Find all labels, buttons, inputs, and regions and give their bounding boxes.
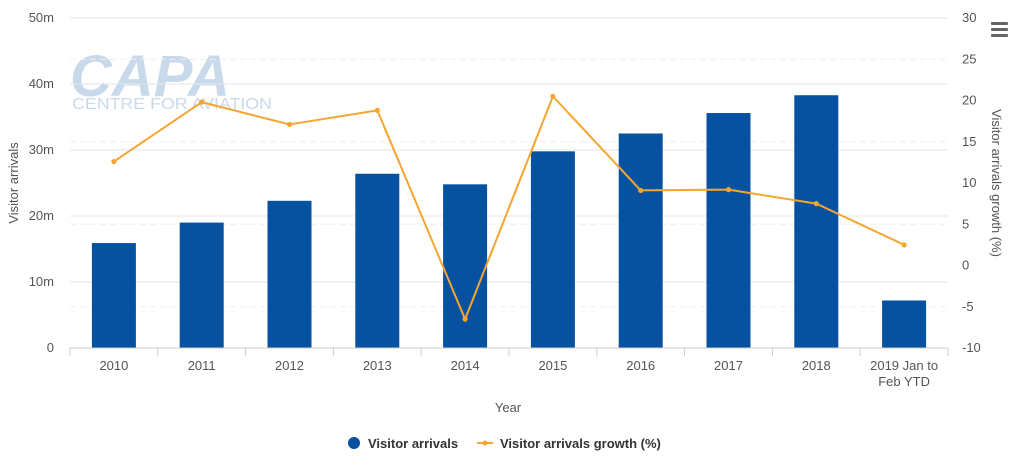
line-point (199, 99, 205, 105)
y2-tick-label: 15 (962, 134, 976, 149)
right-y-axis: -10 -5 0 5 10 15 20 25 30 (962, 10, 981, 355)
y2-tick-label: 25 (962, 51, 976, 66)
bar-series (91, 95, 927, 348)
y2-tick-label: 30 (962, 10, 976, 25)
bar (355, 173, 400, 348)
line-point (550, 93, 556, 99)
y-tick-label: 40m (29, 76, 54, 91)
x-tick-label: 2012 (275, 358, 304, 373)
bar (443, 184, 488, 348)
x-tick-label: 2018 (802, 358, 831, 373)
line-point (725, 187, 732, 193)
watermark-logo: CAPA (70, 44, 230, 109)
y2-tick-label: 20 (962, 93, 976, 108)
legend: Visitor arrivals Visitor arrivals growth… (348, 436, 661, 451)
bar (267, 200, 312, 348)
capa-watermark: CAPA CENTRE FOR AVIATION (70, 44, 272, 113)
chart-menu-button[interactable] (986, 16, 1012, 38)
bar (530, 151, 575, 348)
line-point (813, 201, 819, 207)
line-point (374, 107, 380, 113)
line-point (286, 121, 293, 128)
growth-line (113, 95, 905, 321)
x-axis-title: Year (495, 400, 522, 415)
line-point (111, 158, 117, 165)
y-tick-label: 50m (29, 10, 54, 25)
left-y-axis: 0 10m 20m 30m 40m 50m (29, 10, 54, 355)
legend-label-visitor-arrivals: Visitor arrivals (368, 436, 458, 451)
y2-axis-title: Visitor arrivals growth (%) (989, 109, 1004, 257)
x-axis: 2010 2011 2012 2013 2014 2015 2016 2017 2018 2019… (69, 347, 949, 389)
bar (179, 222, 224, 348)
y-tick-label: 20m (29, 208, 54, 223)
legend-item-visitor-arrivals[interactable]: Visitor arrivals (348, 436, 458, 451)
line-series (111, 93, 907, 322)
y2-tick-label: 0 (962, 258, 969, 273)
line-point (462, 316, 468, 322)
hamburger-menu-icon (991, 22, 1008, 37)
x-tick-label: 2019 Jan to Feb YTD (870, 358, 938, 389)
y2-tick-label: 5 (962, 216, 969, 231)
y2-tick-label: -10 (962, 340, 981, 355)
legend-bar-swatch (348, 437, 360, 449)
x-tick-label: 2011 (188, 358, 216, 373)
x-tick-label: 2014 (451, 358, 480, 373)
y-tick-label: 10m (29, 274, 54, 289)
legend-label-visitor-arrivals-growth: Visitor arrivals growth (%) (500, 436, 661, 451)
line-point (638, 187, 644, 194)
x-tick-label: 2013 (363, 358, 392, 373)
legend-item-visitor-arrivals-growth[interactable]: Visitor arrivals growth (%) (477, 436, 661, 451)
watermark-tagline: CENTRE FOR AVIATION (72, 96, 272, 113)
y2-tick-label: -5 (962, 299, 974, 314)
legend-line-marker (482, 440, 488, 446)
x-tick-label: 2017 (714, 358, 743, 373)
y2-tick-label: 10 (962, 175, 976, 190)
x-tick-label: 2010 (99, 358, 128, 373)
y-axis-title: Visitor arrivals (6, 142, 21, 224)
bar (882, 300, 927, 348)
bar (618, 133, 663, 348)
line-point (901, 242, 907, 248)
bar (706, 113, 751, 348)
bar (794, 95, 839, 348)
x-tick-label: 2015 (538, 358, 567, 373)
x-tick-label: 2016 (626, 358, 655, 373)
y-tick-label: 30m (29, 142, 54, 157)
bar (91, 243, 136, 348)
y-tick-label: 0 (47, 340, 54, 355)
